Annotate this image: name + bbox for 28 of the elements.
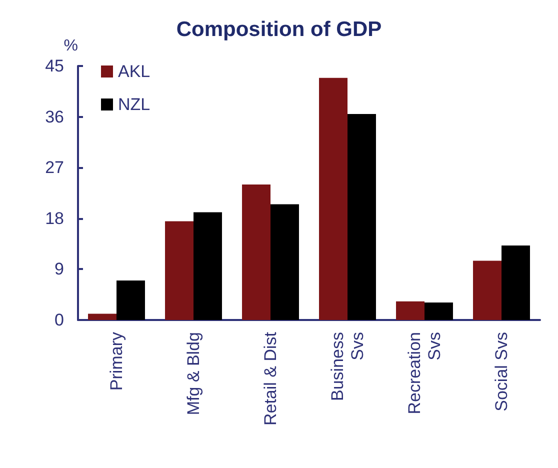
y-tick-label: 18 <box>45 208 64 228</box>
y-axis-title: % <box>64 38 78 54</box>
bar <box>194 212 222 320</box>
bar <box>473 260 502 320</box>
bar <box>165 221 194 320</box>
bar <box>396 301 424 320</box>
y-tick-label: 36 <box>45 107 64 126</box>
x-tick-label: Retail & Dist <box>261 332 280 426</box>
y-tick-label: 0 <box>54 310 64 330</box>
x-tick-label: Mfg & Bldg <box>184 332 203 416</box>
x-tick-label: Recreation Svs <box>405 332 444 414</box>
bar <box>319 78 348 320</box>
bar <box>424 302 453 320</box>
y-tick-label: 45 <box>45 56 64 76</box>
x-tick-label: Business Svs <box>328 332 367 401</box>
y-tick-label: 9 <box>54 260 64 279</box>
x-tick-label: Social Svs <box>492 332 511 412</box>
bar <box>270 204 299 320</box>
legend-label: AKL <box>118 62 150 81</box>
chart-title: Composition of GDP <box>176 18 382 41</box>
x-tick-label: Primary <box>107 332 126 391</box>
bar <box>348 114 376 320</box>
y-tick-label: 27 <box>45 158 64 178</box>
bar <box>242 184 270 320</box>
bar <box>116 280 145 320</box>
bar <box>502 245 530 320</box>
legend-label: NZL <box>118 95 150 114</box>
bar <box>88 314 116 320</box>
